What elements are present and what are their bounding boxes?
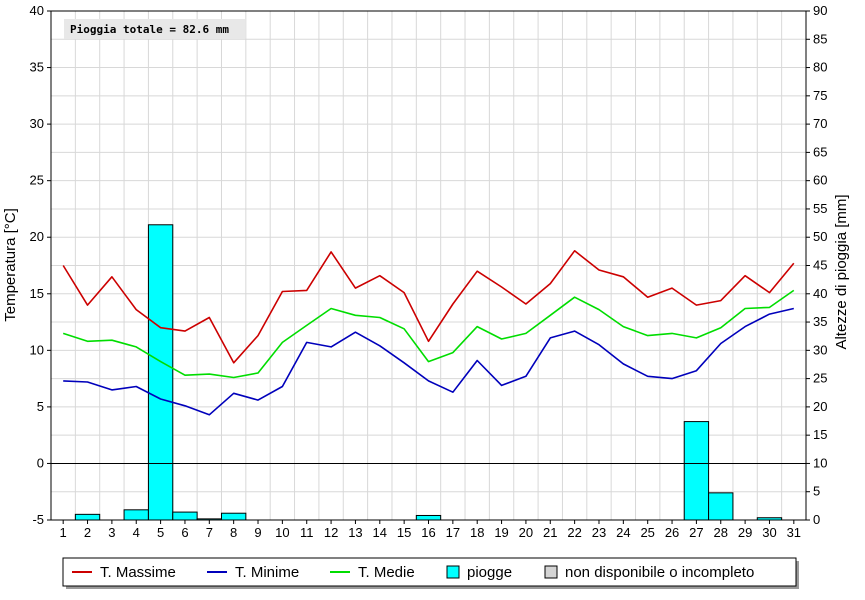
x-tick-label: 7 (206, 525, 213, 540)
legend-box (62, 557, 797, 587)
x-tick-label: 20 (519, 525, 533, 540)
right-tick-label: 15 (813, 427, 827, 442)
rain-bar (74, 513, 101, 521)
annotation-box (64, 19, 245, 39)
x-tick-label: 3 (108, 525, 115, 540)
x-tick-label: 24 (616, 525, 630, 540)
x-tick-label: 27 (689, 525, 703, 540)
x-tick-label: 14 (373, 525, 387, 540)
rain-bar (683, 421, 710, 521)
x-tick-label: 28 (714, 525, 728, 540)
left-tick-label: 35 (30, 60, 44, 75)
right-tick-label: 85 (813, 31, 827, 46)
left-tick-label: 15 (30, 286, 44, 301)
x-tick-label: 6 (181, 525, 188, 540)
right-tick-label: 0 (813, 512, 820, 527)
x-tick-label: 29 (738, 525, 752, 540)
right-tick-label: 90 (813, 3, 827, 18)
x-tick-label: 2 (84, 525, 91, 540)
right-tick-label: 60 (813, 173, 827, 188)
x-axis-ticks: 1 2 3 4 5 6 7 8 9 10 11 12 13 14 15 16 17 18 19 20 21 22 23 24 2… (60, 520, 801, 540)
right-tick-label: 65 (813, 144, 827, 159)
right-tick-label: 35 (813, 314, 827, 329)
right-tick-label: 45 (813, 258, 827, 273)
x-tick-label: 31 (787, 525, 801, 540)
x-tick-label: 25 (640, 525, 654, 540)
x-tick-label: 4 (133, 525, 140, 540)
right-tick-label: 10 (813, 455, 827, 470)
annotation-text: Pioggia totale = 82.6 mm (70, 23, 229, 36)
x-tick-label: 30 (762, 525, 776, 540)
left-tick-label: 25 (30, 173, 44, 188)
x-tick-label: 5 (157, 525, 164, 540)
x-tick-label: 12 (324, 525, 338, 540)
x-tick-label: 1 (60, 525, 67, 540)
left-tick-label: -5 (32, 512, 44, 527)
legend-swatch-non-disponibile-o-incompleto (544, 565, 558, 579)
total-rain-annotation: Pioggia totale = 82.6 mm (64, 19, 245, 39)
x-tick-label: 19 (494, 525, 508, 540)
right-tick-label: 75 (813, 88, 827, 103)
rain-bar (220, 512, 247, 521)
left-tick-label: 30 (30, 116, 44, 131)
right-tick-label: 40 (813, 286, 827, 301)
right-tick-label: 20 (813, 399, 827, 414)
legend-label-t-massime: T. Massime (100, 564, 176, 581)
rain-bars (74, 224, 783, 521)
x-tick-label: 13 (348, 525, 362, 540)
right-tick-label: 70 (813, 116, 827, 131)
rain-bar (147, 224, 174, 521)
legend-swatch-piogge (446, 565, 460, 579)
legend: T. Massime T. Minime T. Medie piogge non dis… (62, 557, 799, 589)
left-tick-label: 5 (37, 399, 44, 414)
legend-label-t-minime: T. Minime (235, 564, 299, 581)
temperature-lines (62, 250, 795, 416)
x-tick-label: 11 (300, 525, 314, 540)
right-tick-label: 50 (813, 229, 827, 244)
legend-label-non-disponibile-o-incompleto: non disponibile o incompleto (565, 564, 754, 581)
y-axis-label-right: Altezze di pioggia [mm] (833, 194, 850, 349)
x-tick-label: 10 (275, 525, 289, 540)
right-tick-label: 80 (813, 60, 827, 75)
right-tick-label: 25 (813, 371, 827, 386)
legend-label-t-medie: T. Medie (358, 564, 415, 581)
right-axis-ticks: 0 5 10 15 20 25 30 35 40 45 50 55 60 65 70 75 80 85 90 (806, 3, 827, 527)
series-line-t-minime (63, 307, 794, 416)
right-tick-label: 55 (813, 201, 827, 216)
x-tick-label: 21 (543, 525, 557, 540)
y-axis-label-left: Temperatura [°C] (2, 208, 19, 322)
left-axis-ticks: -5 0 5 10 15 20 25 30 35 40 (30, 3, 51, 527)
series-line-t-medie (62, 289, 795, 379)
x-tick-label: 8 (230, 525, 237, 540)
x-tick-label: 23 (592, 525, 606, 540)
left-tick-label: 40 (30, 3, 44, 18)
rain-bar (123, 509, 149, 521)
x-tick-label: 18 (470, 525, 484, 540)
rain-bar (415, 514, 442, 521)
x-tick-label: 16 (421, 525, 435, 540)
x-tick-label: 15 (397, 525, 411, 540)
left-tick-label: 20 (30, 229, 44, 244)
x-tick-label: 17 (446, 525, 460, 540)
right-tick-label: 30 (813, 342, 827, 357)
rain-bar (708, 492, 734, 521)
rain-bar (172, 511, 198, 521)
x-tick-label: 22 (567, 525, 581, 540)
right-tick-label: 5 (813, 484, 820, 499)
left-tick-label: 0 (37, 455, 44, 470)
left-tick-label: 10 (30, 342, 44, 357)
x-tick-label: 26 (665, 525, 679, 540)
x-tick-label: 9 (254, 525, 261, 540)
legend-label-piogge: piogge (467, 564, 512, 581)
series-line-t-massime (62, 250, 795, 364)
